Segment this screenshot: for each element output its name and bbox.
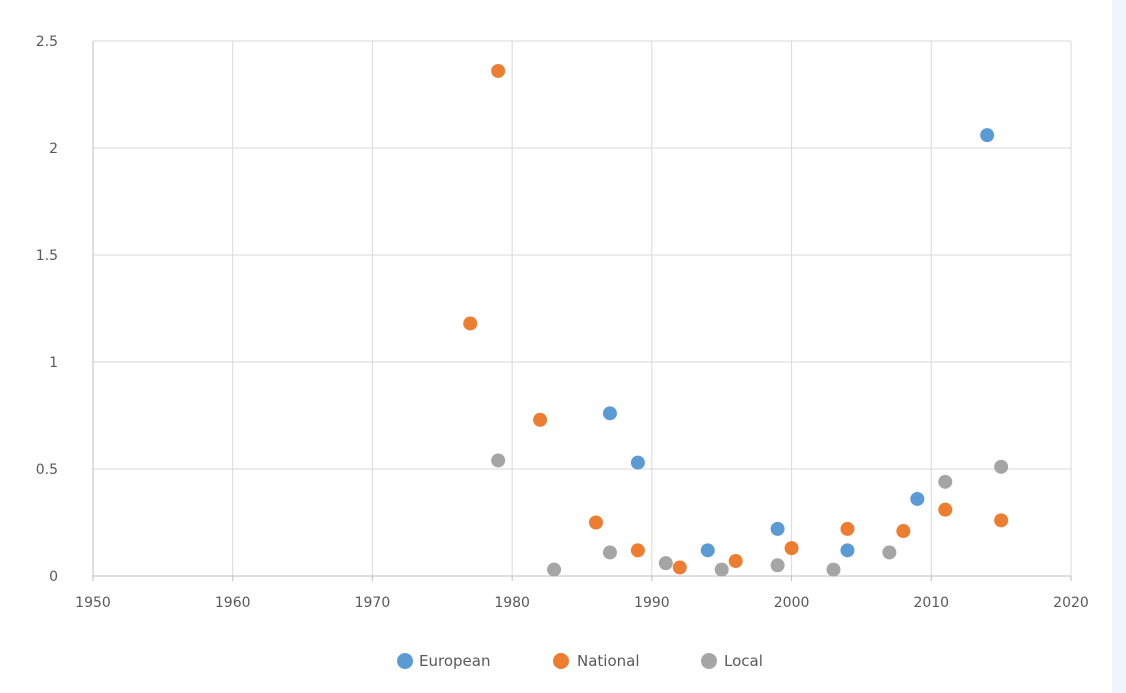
x-tick-label: 1990 [634, 595, 670, 611]
x-tick-label: 1980 [494, 595, 530, 611]
data-point [630, 455, 645, 470]
data-point [826, 562, 841, 577]
data-point [491, 63, 506, 78]
x-tick-label: 1950 [75, 595, 111, 611]
x-tick-label: 2000 [774, 595, 810, 611]
data-point [994, 513, 1009, 528]
data-point [994, 459, 1009, 474]
x-tick-label: 2010 [913, 595, 949, 611]
background-strip-right [1112, 0, 1126, 693]
data-point [602, 406, 617, 421]
data-point [700, 543, 715, 558]
legend-label: Local [724, 652, 763, 670]
data-point [910, 491, 925, 506]
y-tick-label: 2 [49, 141, 58, 157]
x-tick-label: 2020 [1053, 595, 1089, 611]
data-point [840, 521, 855, 536]
y-tick-label: 0 [49, 569, 58, 585]
legend: European National Local [397, 652, 763, 670]
data-point [658, 556, 673, 571]
series-local [491, 453, 1009, 577]
y-tick-label: 0.5 [36, 462, 58, 478]
legend-label: National [577, 652, 640, 670]
data-point [896, 524, 911, 539]
y-axis-ticks: 0 0.5 1 1.5 2 2.5 [36, 34, 58, 585]
series-national [463, 63, 1009, 575]
data-point [770, 521, 785, 536]
data-point [980, 128, 995, 143]
y-tick-label: 1.5 [36, 248, 58, 264]
data-points [463, 63, 1009, 577]
x-tick-label: 1960 [215, 595, 251, 611]
data-point [602, 545, 617, 560]
legend-marker [701, 653, 717, 669]
data-point [588, 515, 603, 530]
data-point [463, 316, 478, 331]
data-point [882, 545, 897, 560]
data-point [714, 562, 729, 577]
data-point [533, 412, 548, 427]
legend-label: European [419, 652, 490, 670]
x-tick-label: 1970 [355, 595, 391, 611]
data-point [938, 474, 953, 489]
gridlines [93, 40, 1072, 576]
data-point [630, 543, 645, 558]
data-point [728, 554, 743, 569]
data-point [938, 502, 953, 517]
data-point [672, 560, 687, 575]
legend-marker [553, 653, 569, 669]
axes [92, 41, 1071, 577]
data-point [840, 543, 855, 558]
legend-marker [397, 653, 413, 669]
data-point [547, 562, 562, 577]
series-european [602, 128, 995, 558]
y-tick-label: 2.5 [36, 34, 58, 50]
data-point [784, 541, 799, 556]
y-tick-label: 1 [49, 355, 58, 371]
data-point [491, 453, 506, 468]
data-point [770, 558, 785, 573]
x-axis-ticks: 1950 1960 1970 1980 1990 2000 2010 2020 [75, 576, 1089, 611]
